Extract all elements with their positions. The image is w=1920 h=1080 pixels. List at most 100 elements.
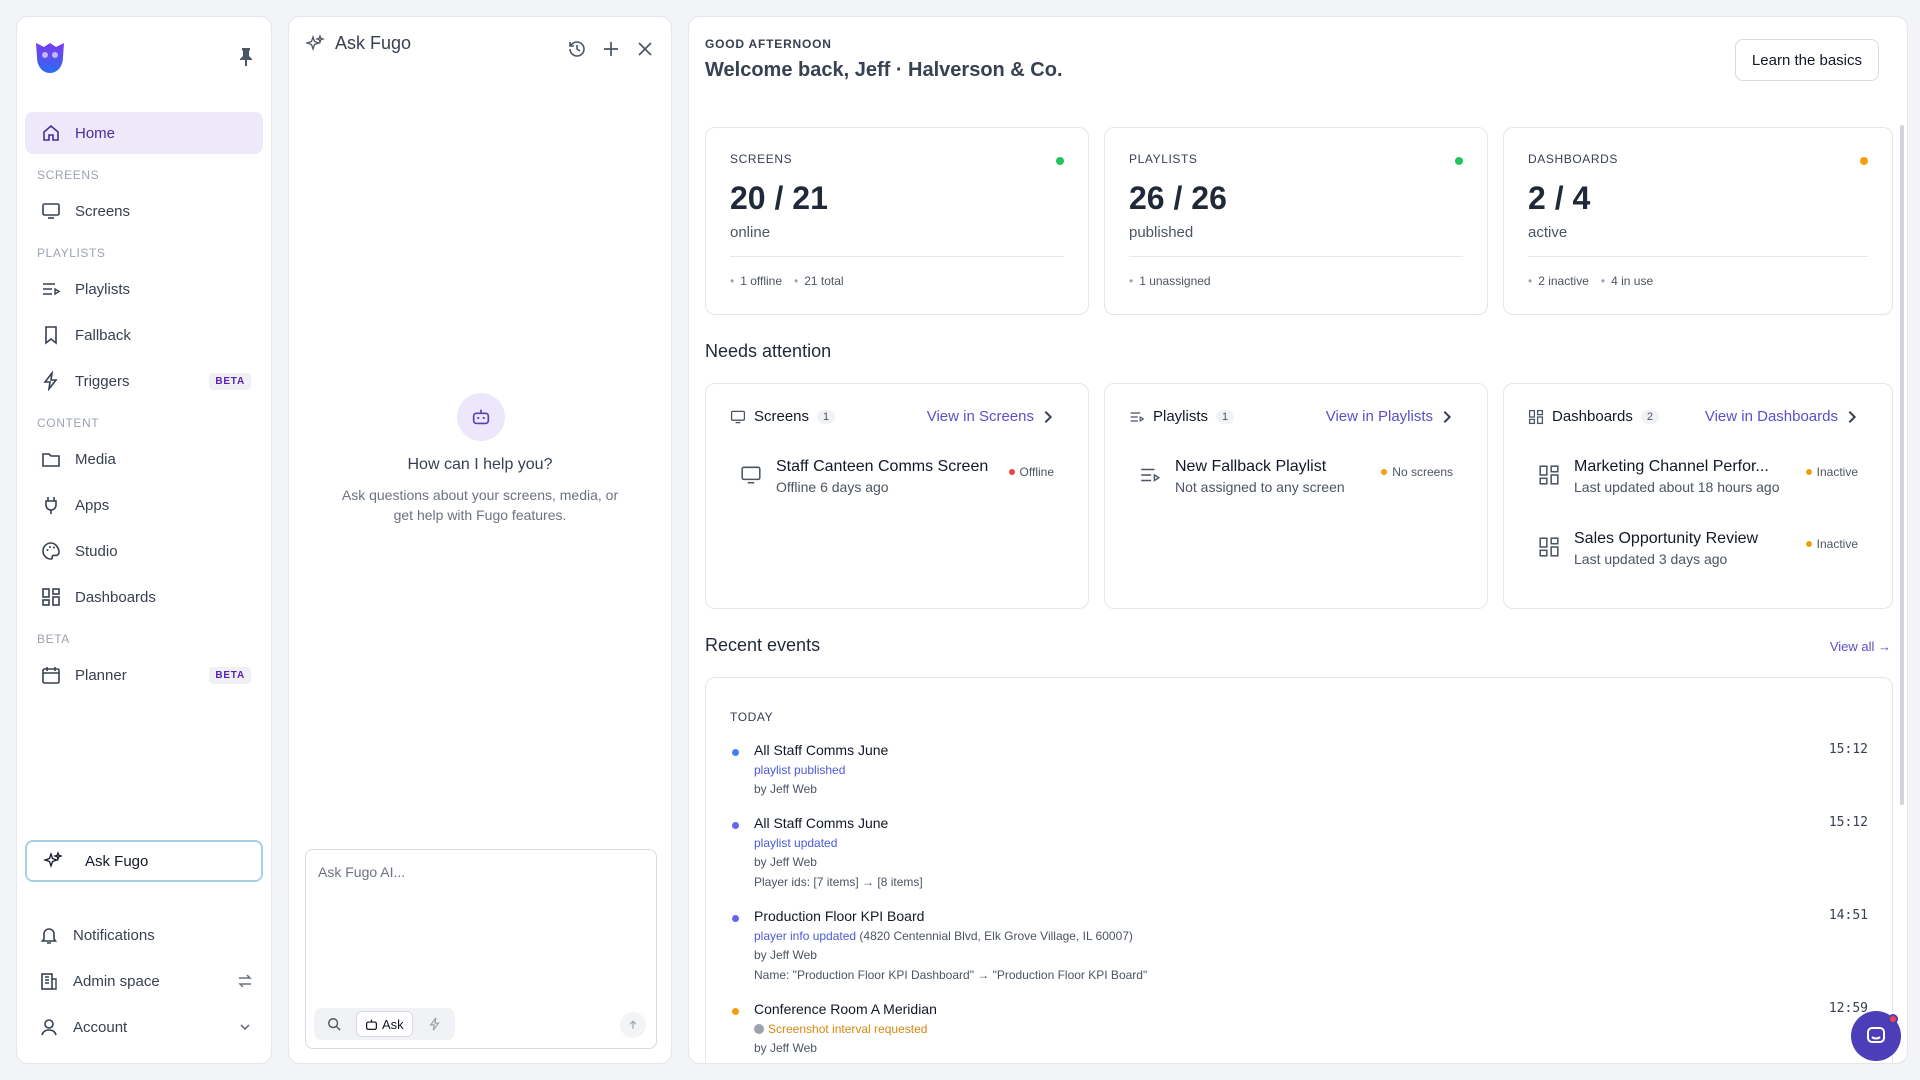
view-all-link[interactable]: View all →: [1829, 639, 1891, 654]
event-action-line: Screenshot interval requested: [754, 1022, 927, 1036]
attention-item[interactable]: New Fallback Playlist Not assigned to an…: [1139, 458, 1453, 495]
stat-card-screens[interactable]: SCREENS 20 / 21 online 1 offline 21 tota…: [705, 127, 1089, 315]
sidebar-item-playlists[interactable]: Playlists: [25, 268, 263, 310]
attention-title: Screens: [754, 408, 810, 425]
view-in-playlists-link[interactable]: View in Playlists: [1326, 408, 1463, 425]
sidebar-item-label: Triggers: [75, 372, 130, 390]
stat-value: 20 / 21: [730, 180, 828, 216]
sidebar-item-home[interactable]: Home: [25, 112, 263, 154]
sparkles-icon: [43, 851, 63, 869]
sidebar-item-label: Apps: [75, 496, 110, 514]
learn-basics-button[interactable]: Learn the basics: [1734, 39, 1879, 81]
main-scrollbar[interactable]: [1900, 125, 1904, 805]
view-link-label: View in Playlists: [1325, 408, 1433, 425]
event-bullet: [732, 822, 739, 829]
sidebar-item-dashboards[interactable]: Dashboards: [25, 576, 263, 618]
sidebar-item-fallback[interactable]: Fallback: [25, 314, 263, 356]
sidebar-item-triggers[interactable]: Triggers BETA: [25, 360, 263, 402]
chevron-right-icon: [1044, 410, 1053, 423]
attention-count: 2: [1640, 409, 1660, 424]
history-icon[interactable]: [567, 39, 587, 59]
sidebar-item-media[interactable]: Media: [25, 438, 263, 480]
sidebar-item-planner[interactable]: Planner BETA: [25, 654, 263, 696]
fugo-logo-icon[interactable]: [33, 39, 67, 75]
monitor-icon: [730, 410, 746, 423]
status-dot: [1056, 157, 1064, 165]
bot-avatar: [457, 393, 505, 441]
swap-arrows-icon[interactable]: [237, 973, 253, 989]
event-bullet: [732, 915, 739, 922]
view-link-label: View in Screens: [926, 408, 1034, 425]
attention-count: 1: [817, 409, 836, 424]
greeting-title: Welcome back, Jeff · Halverson & Co.: [705, 59, 1063, 81]
status-label: Offline: [1019, 465, 1054, 479]
notifications-item[interactable]: Notifications: [25, 915, 263, 955]
ask-fugo-button[interactable]: Ask Fugo: [25, 840, 263, 882]
help-subtitle: Ask questions about your screens, media,…: [341, 487, 619, 523]
admin-space-item[interactable]: Admin space: [25, 961, 263, 1001]
sparkles-icon: [305, 33, 325, 51]
status-dot: [1860, 157, 1868, 165]
event-time: 14:51: [1828, 908, 1868, 923]
stat-card-playlists[interactable]: PLAYLISTS 26 / 26 published 1 unassigned: [1104, 127, 1488, 315]
needs-attention-heading: Needs attention: [705, 341, 832, 361]
new-chat-plus-icon[interactable]: [601, 39, 621, 59]
ask-input-placeholder[interactable]: Ask Fugo AI...: [318, 864, 406, 880]
stat-meta-item: 1 offline: [730, 274, 782, 288]
divider: [730, 256, 1064, 257]
event-by: by Jeff Web: [754, 948, 817, 962]
sidebar-item-apps[interactable]: Apps: [25, 484, 263, 526]
status-label: Inactive: [1816, 465, 1858, 479]
event-time: 15:12: [1828, 815, 1868, 830]
pin-icon[interactable]: [237, 47, 255, 67]
stat-value: 2 / 4: [1528, 180, 1591, 216]
attention-card-dashboards: Dashboards 2 View in Dashboards Marketin…: [1503, 383, 1893, 609]
sidebar-item-label: Studio: [75, 542, 118, 560]
view-link-label: View in Dashboards: [1704, 408, 1838, 425]
search-icon[interactable]: [320, 1012, 348, 1036]
sidebar: Home SCREENS Screens PLAYLISTS Playlists…: [16, 16, 272, 1064]
stat-sub: active: [1528, 224, 1568, 241]
attention-item-name: Marketing Channel Perfor...: [1574, 458, 1769, 475]
attention-item[interactable]: Staff Canteen Comms Screen Offline 6 day…: [740, 458, 1054, 495]
event-title: All Staff Comms June: [754, 815, 889, 831]
stat-sub: online: [730, 224, 771, 241]
send-button[interactable]: [620, 1012, 646, 1038]
sidebar-item-screens[interactable]: Screens: [25, 190, 263, 232]
ask-mode-chip[interactable]: Ask: [356, 1011, 413, 1037]
chat-bubble-icon: [1867, 1027, 1885, 1043]
sidebar-item-studio[interactable]: Studio: [25, 530, 263, 572]
attention-item[interactable]: Sales Opportunity Review Last updated 3 …: [1538, 530, 1858, 567]
status-label: Inactive: [1816, 537, 1858, 551]
event-bullet: [732, 1008, 739, 1015]
event-extra: Name: "Production Floor KPI Dashboard" →…: [754, 968, 1148, 982]
lightning-icon[interactable]: [421, 1012, 449, 1036]
notifications-label: Notifications: [73, 926, 155, 944]
dashboard-grid-icon: [1539, 537, 1559, 557]
ask-chip-label: Ask: [382, 1016, 404, 1032]
event-time: 15:12: [1828, 742, 1868, 757]
stat-card-dashboards[interactable]: DASHBOARDS 2 / 4 active 2 inactive 4 in …: [1503, 127, 1893, 315]
section-label-playlists: PLAYLISTS: [37, 246, 106, 260]
attention-title: Playlists: [1153, 408, 1209, 425]
attention-item[interactable]: Marketing Channel Perfor... Last updated…: [1538, 458, 1858, 495]
bookmark-icon: [45, 326, 57, 345]
status-badge: Inactive: [1805, 465, 1858, 479]
chat-support-button[interactable]: [1851, 1011, 1901, 1061]
event-action: Screenshot interval requested: [768, 1022, 928, 1036]
view-in-dashboards-link[interactable]: View in Dashboards: [1705, 408, 1868, 425]
section-label-screens: SCREENS: [37, 168, 100, 182]
ask-fugo-panel: Ask Fugo How can I help you? Ask questio…: [288, 16, 672, 1064]
event-action-suffix: (4820 Centennial Blvd, Elk Grove Village…: [856, 929, 1133, 943]
ask-composer[interactable]: Ask Fugo AI... Ask: [305, 849, 657, 1049]
close-icon[interactable]: [635, 39, 655, 59]
view-in-screens-link[interactable]: View in Screens: [927, 408, 1064, 425]
account-item[interactable]: Account: [25, 1007, 263, 1047]
attention-item-name: New Fallback Playlist: [1175, 458, 1327, 475]
event-action: player info updated: [754, 929, 857, 943]
sidebar-item-label: Dashboards: [75, 588, 156, 606]
stat-meta: 2 inactive 4 in use: [1528, 274, 1653, 288]
main-content: GOOD AFTERNOON Welcome back, Jeff · Halv…: [688, 16, 1908, 1064]
attention-item-desc: Last updated about 18 hours ago: [1574, 479, 1780, 495]
chevron-down-icon[interactable]: [237, 1019, 253, 1035]
